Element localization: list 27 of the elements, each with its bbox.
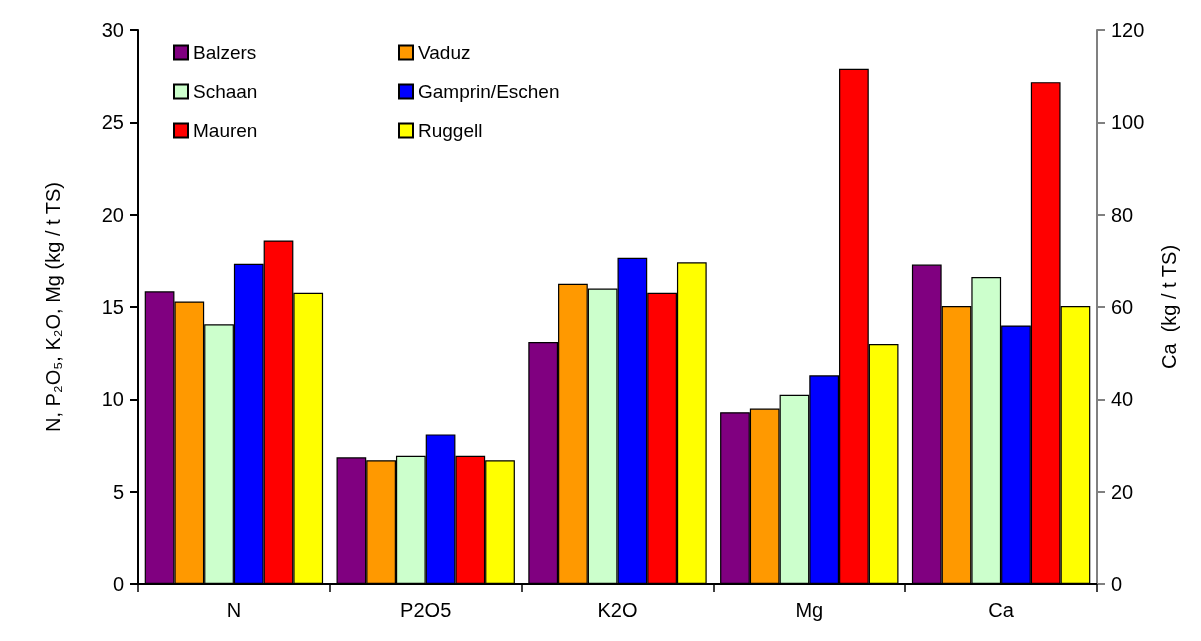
y2-tick-label: 100 <box>1111 111 1145 134</box>
y-tick-label: 30 <box>101 19 124 41</box>
y2-axis-title: Ca (kg / t TS) <box>1158 244 1180 370</box>
x-tick-label: N <box>226 599 242 621</box>
x-tick-label: K2O <box>597 599 638 621</box>
y2-tick-label: 120 <box>1111 19 1145 41</box>
legend-label: Gamprin/Eschen <box>418 81 560 102</box>
x-tick-label: Mg <box>795 599 824 621</box>
y-tick-label: 0 <box>112 573 124 595</box>
y2-tick-label: 40 <box>1111 388 1134 411</box>
y-tick-label: 10 <box>101 388 124 411</box>
y-tick-label: 20 <box>101 203 124 226</box>
y2-tick-label: 60 <box>1111 296 1134 318</box>
x-tick-label: P2O5 <box>400 599 452 621</box>
legend-label: Balzers <box>193 42 257 63</box>
y-tick-label: 25 <box>101 111 124 134</box>
x-tick-label: Ca <box>988 599 1015 621</box>
y-axis-title: N, P₂O₅, K₂O, Mg (kg / t TS) <box>42 182 64 432</box>
y2-tick-label: 80 <box>1111 203 1134 226</box>
legend-label: Ruggell <box>418 120 483 141</box>
y-tick-label: 5 <box>112 480 124 503</box>
legend-label: Mauren <box>193 120 258 141</box>
y2-tick-label: 0 <box>1111 573 1123 595</box>
legend-label: Schaan <box>193 81 258 102</box>
legend-label: Vaduz <box>418 42 471 63</box>
y-tick-label: 15 <box>101 296 124 318</box>
y2-tick-label: 20 <box>1111 480 1134 503</box>
